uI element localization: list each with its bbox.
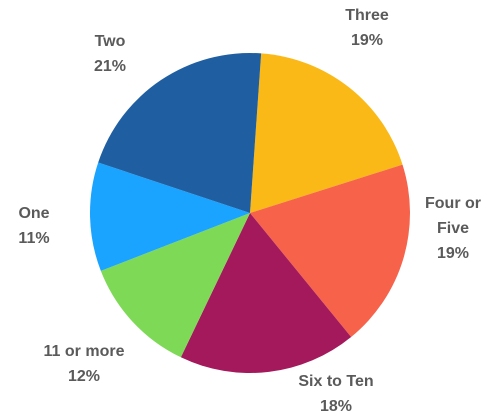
slice-category-label: 11 or more <box>44 343 125 360</box>
slice-percent-label: 18% <box>320 398 352 415</box>
slice-percent-label: 12% <box>68 368 100 385</box>
slice-category-label: Three <box>345 7 389 24</box>
slice-percent-label: 19% <box>437 245 469 262</box>
slice-category-label: Two <box>95 33 126 50</box>
pie-slice-two <box>98 53 262 213</box>
slice-category-label: One <box>18 205 49 222</box>
slice-category-label: Five <box>437 220 469 237</box>
slice-percent-label: 11% <box>18 230 49 247</box>
pie-slice-11-or-more <box>100 213 251 358</box>
slice-labels: Three 19% Four or Five 19% Six to Ten 18% 11 or… <box>18 7 481 415</box>
pie-slice-one <box>90 162 250 271</box>
slice-percent-label: 19% <box>351 32 383 49</box>
slices <box>90 53 410 373</box>
pie-slice-six-to-ten <box>180 213 352 373</box>
slice-category-label: Six to Ten <box>298 373 373 390</box>
pie-slice-four-or-five <box>250 164 410 337</box>
slice-category-label: Four or <box>425 195 481 212</box>
pie-slice-three <box>250 53 403 213</box>
slice-percent-label: 21% <box>94 58 126 75</box>
